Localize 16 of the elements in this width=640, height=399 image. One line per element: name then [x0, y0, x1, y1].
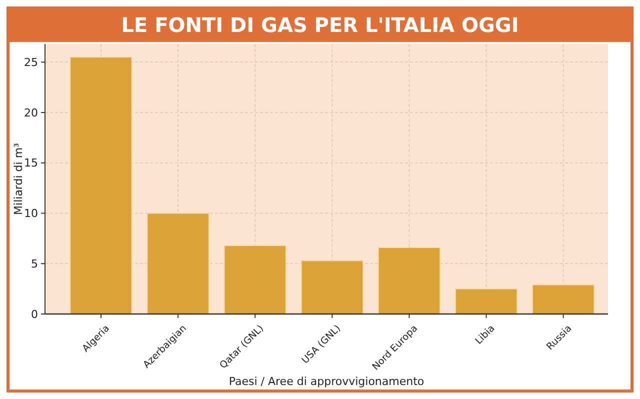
bar	[70, 56, 132, 314]
bar	[532, 284, 595, 314]
y-tick-label: 25	[24, 56, 38, 69]
chart-title: LE FONTI DI GAS PER L'ITALIA OGGI	[121, 13, 519, 37]
x-axis-title: Paesi / Aree di approvvigionamento	[228, 375, 424, 388]
bar	[224, 244, 286, 314]
bar	[454, 288, 518, 314]
y-tick-label: 5	[31, 257, 38, 270]
bar	[300, 260, 364, 314]
y-tick-label: 10	[24, 207, 38, 220]
bar	[146, 212, 210, 314]
y-tick-label: 15	[24, 156, 38, 170]
bar	[378, 247, 441, 314]
y-tick-label: 20	[24, 106, 38, 120]
y-axis-title: Miliardi di m³	[12, 143, 25, 215]
y-tick-label: 0	[31, 308, 38, 321]
